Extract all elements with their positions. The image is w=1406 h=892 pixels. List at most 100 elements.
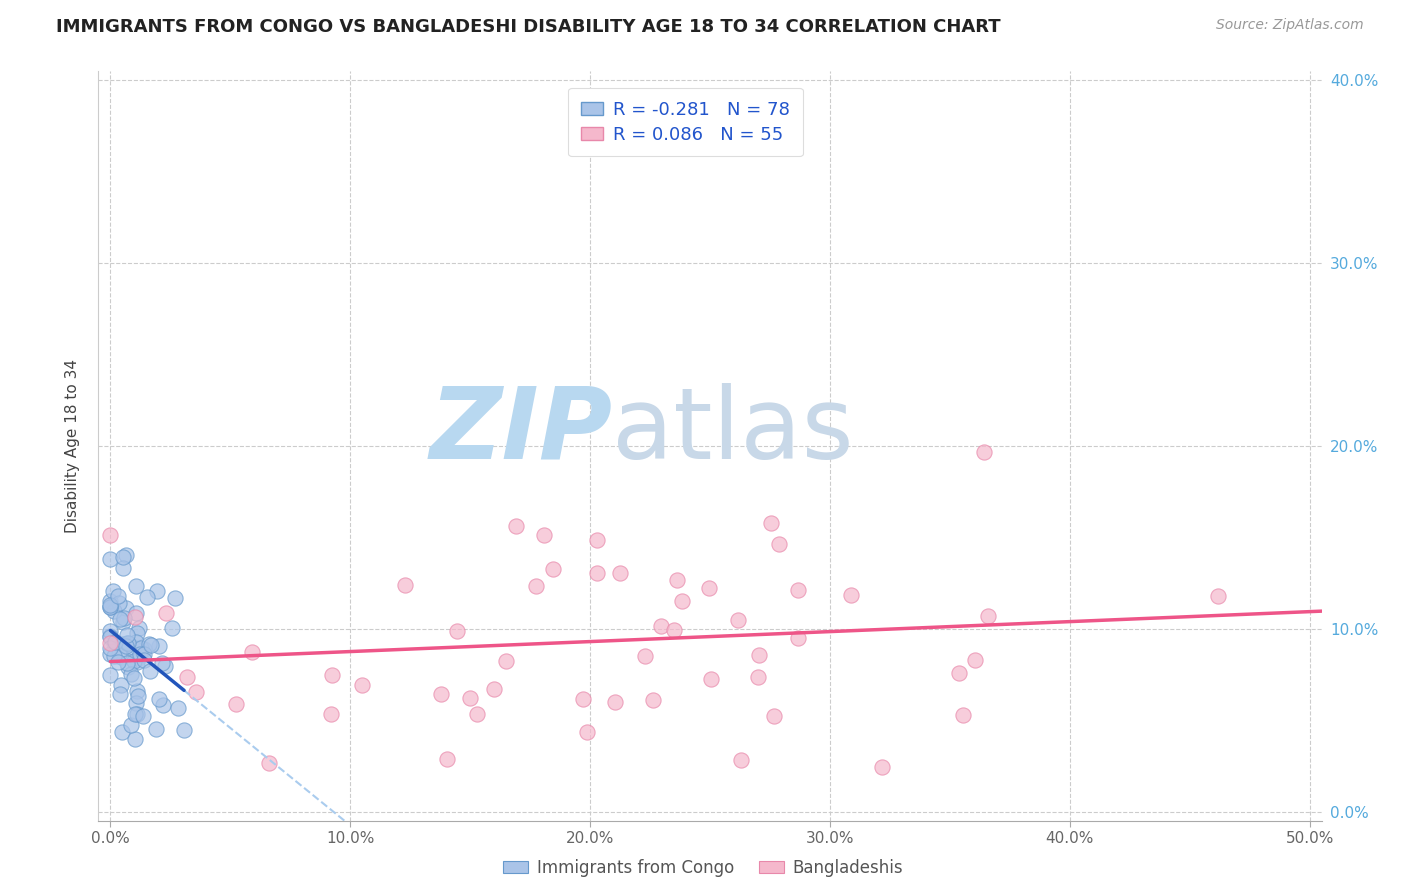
Point: [146, 584, 169, 599]
Point: [870, 760, 893, 774]
Point: [103, 604, 125, 618]
Point: [759, 516, 782, 530]
Point: [111, 561, 134, 575]
Point: [104, 635, 127, 649]
Point: [963, 653, 986, 667]
Point: [125, 683, 148, 698]
Point: [125, 707, 148, 722]
Point: [458, 690, 481, 705]
Point: [114, 548, 136, 562]
Point: [257, 756, 280, 770]
Point: [111, 637, 134, 651]
Point: [136, 590, 159, 604]
Point: [125, 606, 148, 620]
Point: [609, 566, 631, 580]
Point: [115, 628, 138, 642]
Point: [103, 636, 125, 650]
Point: [160, 620, 183, 634]
Point: [100, 667, 122, 681]
Point: [134, 642, 156, 657]
Point: [163, 591, 186, 606]
Point: [977, 609, 1000, 624]
Point: [394, 578, 416, 592]
Point: [128, 621, 150, 635]
Point: [124, 706, 146, 721]
Point: [110, 649, 132, 664]
Point: [664, 624, 686, 638]
Point: [748, 648, 770, 662]
Point: [115, 636, 138, 650]
Point: [127, 656, 149, 670]
Point: [100, 598, 122, 612]
Point: [973, 445, 995, 459]
Point: [787, 631, 810, 645]
Point: [1208, 589, 1230, 603]
Point: [100, 630, 122, 644]
Point: [730, 753, 752, 767]
Point: [155, 606, 177, 620]
Point: [543, 562, 565, 576]
Point: [139, 665, 162, 679]
Point: [484, 682, 506, 697]
Point: [787, 583, 810, 598]
Y-axis label: Disability Age 18 to 34: Disability Age 18 to 34: [65, 359, 80, 533]
Point: [124, 634, 146, 648]
Point: [120, 718, 142, 732]
Point: [100, 636, 122, 650]
Point: [446, 624, 468, 639]
Point: [127, 625, 149, 640]
Point: [763, 709, 786, 723]
Point: [643, 693, 665, 707]
Point: [586, 566, 609, 580]
Point: [952, 708, 974, 723]
Point: [125, 697, 148, 711]
Point: [100, 648, 122, 662]
Point: [117, 636, 139, 650]
Point: [727, 613, 749, 627]
Point: [948, 666, 970, 681]
Point: [108, 687, 131, 701]
Point: [768, 537, 790, 551]
Point: [319, 707, 342, 722]
Point: [240, 644, 263, 658]
Point: [127, 652, 149, 666]
Point: [124, 579, 146, 593]
Point: [124, 640, 146, 655]
Point: [117, 659, 139, 673]
Point: [352, 678, 374, 692]
Point: [100, 599, 122, 614]
Point: [167, 701, 190, 715]
Point: [148, 639, 170, 653]
Point: [100, 551, 122, 566]
Point: [184, 685, 207, 699]
Point: [103, 649, 125, 664]
Point: [505, 519, 527, 533]
Text: ZIP: ZIP: [429, 383, 612, 480]
Text: Source: ZipAtlas.com: Source: ZipAtlas.com: [1216, 18, 1364, 32]
Point: [108, 596, 131, 610]
Point: [111, 725, 134, 739]
Point: [436, 752, 458, 766]
Legend: Immigrants from Congo, Bangladeshis: Immigrants from Congo, Bangladeshis: [496, 853, 910, 884]
Point: [100, 641, 122, 656]
Point: [108, 612, 131, 626]
Point: [666, 574, 689, 588]
Point: [465, 706, 488, 721]
Point: [100, 600, 122, 615]
Text: IMMIGRANTS FROM CONGO VS BANGLADESHI DISABILITY AGE 18 TO 34 CORRELATION CHART: IMMIGRANTS FROM CONGO VS BANGLADESHI DIS…: [56, 18, 1001, 36]
Point: [129, 640, 152, 655]
Point: [152, 698, 174, 713]
Point: [124, 731, 146, 746]
Point: [145, 722, 167, 736]
Point: [115, 657, 138, 671]
Point: [124, 610, 146, 624]
Point: [100, 624, 122, 638]
Point: [225, 698, 247, 712]
Legend: R = -0.281   N = 78, R = 0.086   N = 55: R = -0.281 N = 78, R = 0.086 N = 55: [568, 88, 803, 156]
Point: [585, 533, 607, 547]
Point: [100, 594, 122, 608]
Point: [127, 689, 149, 703]
Point: [129, 647, 152, 661]
Point: [108, 647, 131, 661]
Point: [122, 671, 145, 685]
